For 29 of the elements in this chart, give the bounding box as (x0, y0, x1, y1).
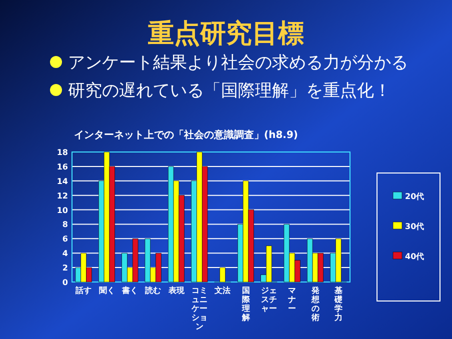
y-tick-label: 10 (56, 206, 68, 215)
y-tick-label: 16 (56, 162, 68, 172)
legend-label: 30代 (405, 222, 424, 231)
x-tick-label: 話す (74, 286, 92, 295)
chart-title: 重点研究目標 (147, 19, 304, 49)
x-tick-label: 文法 (214, 286, 231, 295)
x-tick-label: マナー (288, 286, 296, 313)
text: アンケート結果より社会の求める力が分かる (68, 53, 408, 73)
x-tick-label: 表現 (167, 286, 186, 295)
x-tick-label: 発想の術 (310, 286, 320, 322)
y-tick-label: 2 (62, 264, 68, 273)
x-tick-label: 書く (120, 286, 138, 295)
y-tick-label: 14 (56, 176, 68, 186)
text: 研究の遅れている「国際理解」を重点化！ (68, 81, 391, 101)
y-tick-label: 12 (56, 191, 68, 200)
legend-label: 40代 (405, 252, 424, 261)
y-tick-label: 4 (62, 249, 68, 258)
x-tick-label: 読む (144, 286, 162, 295)
legend-label: 20代 (405, 192, 424, 201)
x-tick-label: ジェスチャー (260, 286, 277, 313)
chart-subtitle: インターネット上での「社会の意識調査」(h8.9) (74, 129, 298, 141)
x-tick-label: コミュニケーション (190, 286, 208, 331)
x-tick-label: 聞く (98, 286, 115, 295)
y-tick-label: 0 (62, 278, 68, 287)
y-tick-label: 6 (62, 234, 68, 244)
x-tick-label: 基礎学力 (333, 286, 344, 322)
y-tick-label: 8 (62, 220, 68, 230)
x-tick-label: 国際理解 (240, 286, 251, 322)
y-tick-label: 18 (56, 148, 68, 157)
